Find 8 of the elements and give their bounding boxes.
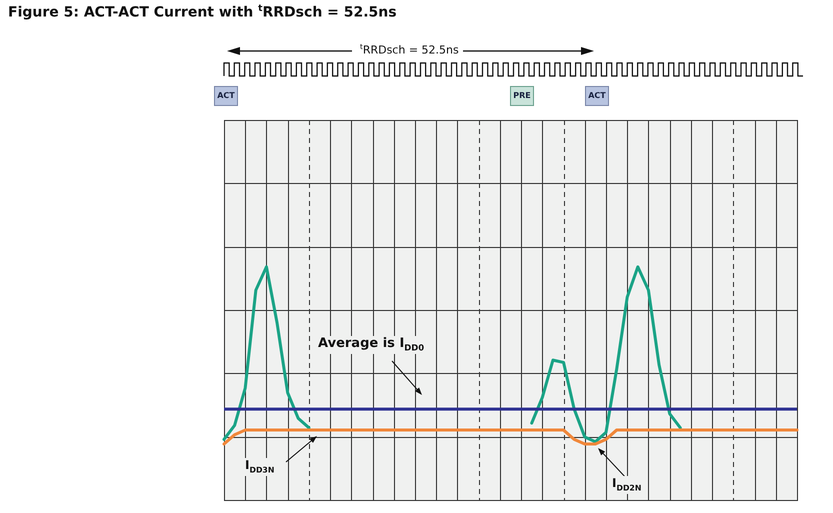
text: PRE [510,86,534,106]
chart-title: Figure 5: ACT-ACT Current with $^{t}$RRDsch = 52.5ns [8,4,397,21]
annotation: Average is I$_{DD0}$ [316,336,426,354]
text: ACT [585,86,609,106]
annotation: I$_{DD3N}$ [243,458,276,476]
text: $^{t}$RRDsch = 52.5ns [356,42,463,57]
text: ACT [214,86,238,106]
annotation: I$_{DD2N}$ [610,476,644,494]
